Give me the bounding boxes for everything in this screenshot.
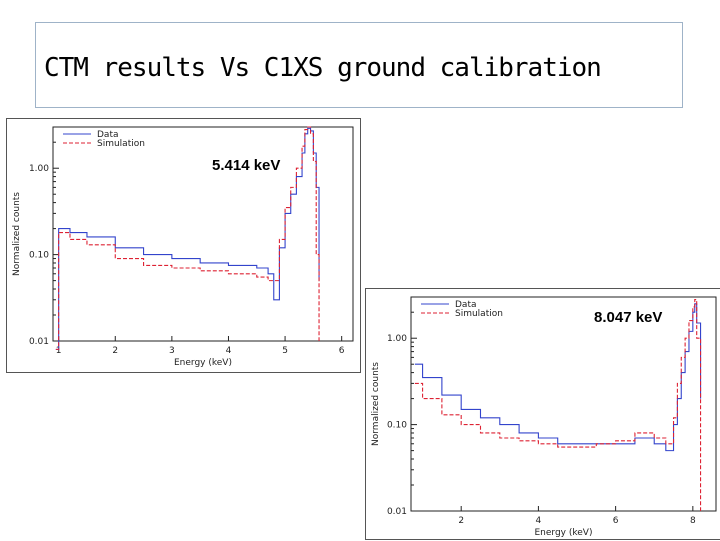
x-tick-label: 6 bbox=[613, 516, 619, 526]
series-simulation-line bbox=[55, 126, 320, 350]
x-tick-label: 4 bbox=[226, 346, 232, 356]
x-tick-label: 2 bbox=[458, 516, 464, 526]
x-tick-label: 8 bbox=[690, 516, 696, 526]
legend-label: Simulation bbox=[455, 309, 503, 319]
slide-title: CTM results Vs C1XS ground calibration bbox=[44, 53, 602, 83]
legend-label: Data bbox=[97, 130, 119, 140]
x-axis-label: Energy (keV) bbox=[174, 358, 232, 368]
x-axis-label: Energy (keV) bbox=[535, 528, 593, 538]
legend-label: Data bbox=[455, 300, 477, 310]
y-tick-label: 0.10 bbox=[29, 251, 49, 261]
y-axis-label: Normalized counts bbox=[371, 362, 381, 446]
series-simulation-line bbox=[414, 299, 702, 511]
energy-annotation: 5.414 keV bbox=[212, 157, 280, 174]
series-data-line bbox=[414, 303, 702, 452]
x-tick-label: 3 bbox=[169, 346, 175, 356]
spectrum-chart-8047: 2 4 6 8 0.01 0.10 1.00 Energy (keV) Normalized c… bbox=[371, 296, 717, 538]
y-tick-label: 1.00 bbox=[29, 164, 49, 174]
y-axis-label: Normalized counts bbox=[12, 192, 22, 276]
legend-label: Simulation bbox=[97, 139, 145, 149]
chart-panel-8047: 2 4 6 8 0.01 0.10 1.00 Energy (keV) Normalized c… bbox=[365, 288, 720, 540]
title-box: CTM results Vs C1XS ground calibration bbox=[35, 22, 683, 108]
y-tick-label: 1.00 bbox=[387, 334, 407, 344]
x-tick-label: 6 bbox=[339, 346, 345, 356]
plot-frame bbox=[52, 126, 354, 342]
energy-annotation: 8.047 keV bbox=[594, 309, 662, 326]
chart-panel-5414: 1 2 3 4 5 6 0.01 0.10 1.00 Energy (keV) Normalized… bbox=[6, 118, 361, 373]
x-tick-label: 5 bbox=[282, 346, 288, 356]
y-tick-label: 0.01 bbox=[29, 337, 49, 347]
series-data-line bbox=[55, 127, 320, 350]
x-tick-label: 4 bbox=[536, 516, 542, 526]
x-tick-label: 1 bbox=[56, 346, 62, 356]
plot-frame bbox=[410, 296, 717, 512]
y-tick-label: 0.10 bbox=[387, 421, 407, 431]
y-tick-label: 0.01 bbox=[387, 507, 407, 517]
spectrum-chart-5414: 1 2 3 4 5 6 0.01 0.10 1.00 Energy (keV) Normalized… bbox=[12, 126, 354, 368]
x-tick-label: 2 bbox=[112, 346, 118, 356]
